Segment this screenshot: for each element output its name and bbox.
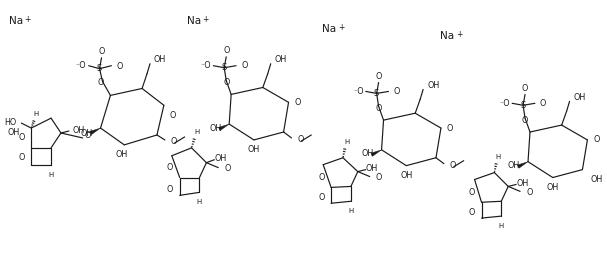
Text: Na: Na bbox=[322, 24, 336, 34]
Text: OH: OH bbox=[366, 164, 378, 173]
Text: OH: OH bbox=[361, 149, 374, 158]
Text: O: O bbox=[223, 78, 229, 87]
Text: S: S bbox=[374, 89, 379, 98]
Text: OH: OH bbox=[400, 171, 412, 180]
Text: OH: OH bbox=[7, 127, 19, 136]
Text: S: S bbox=[520, 101, 526, 110]
Text: O: O bbox=[18, 153, 24, 162]
Text: O: O bbox=[117, 62, 123, 71]
Polygon shape bbox=[219, 124, 229, 131]
Text: O: O bbox=[241, 61, 248, 70]
Text: O: O bbox=[593, 135, 600, 144]
Text: OH: OH bbox=[214, 154, 226, 163]
Text: O: O bbox=[526, 188, 532, 197]
Text: +: + bbox=[338, 23, 344, 32]
Text: +: + bbox=[456, 30, 462, 39]
Text: O: O bbox=[85, 131, 91, 140]
Text: O: O bbox=[393, 87, 400, 96]
Text: O: O bbox=[223, 46, 229, 55]
Text: O: O bbox=[522, 84, 528, 93]
Text: H: H bbox=[197, 199, 202, 205]
Text: O: O bbox=[171, 137, 177, 146]
Text: O: O bbox=[469, 188, 475, 197]
Text: OH: OH bbox=[427, 81, 439, 90]
Text: Na: Na bbox=[186, 16, 201, 26]
Text: H: H bbox=[499, 223, 504, 229]
Text: OH: OH bbox=[574, 93, 586, 102]
Text: H: H bbox=[49, 171, 53, 178]
Text: O: O bbox=[375, 104, 382, 113]
Text: O: O bbox=[318, 193, 324, 202]
Text: ⁻O: ⁻O bbox=[353, 87, 364, 96]
Text: H: H bbox=[194, 129, 199, 135]
Text: O: O bbox=[447, 123, 453, 132]
Polygon shape bbox=[90, 128, 101, 135]
Text: OH: OH bbox=[248, 145, 260, 154]
Text: +: + bbox=[24, 15, 31, 24]
Text: O: O bbox=[450, 161, 456, 170]
Text: O: O bbox=[318, 173, 324, 182]
Text: O: O bbox=[18, 134, 24, 143]
Text: O: O bbox=[294, 98, 301, 107]
Text: H: H bbox=[496, 154, 501, 160]
Text: OH: OH bbox=[547, 183, 559, 192]
Text: O: O bbox=[170, 111, 176, 120]
Polygon shape bbox=[371, 150, 382, 156]
Text: HO: HO bbox=[4, 118, 16, 127]
Text: O: O bbox=[297, 135, 304, 144]
Text: H: H bbox=[348, 208, 353, 214]
Polygon shape bbox=[517, 162, 528, 168]
Text: OH: OH bbox=[275, 55, 287, 64]
Text: S: S bbox=[222, 63, 227, 72]
Text: ⁻O: ⁻O bbox=[75, 61, 86, 70]
Text: O: O bbox=[98, 47, 105, 56]
Text: O: O bbox=[97, 78, 104, 87]
Text: H: H bbox=[33, 111, 39, 117]
Text: Na: Na bbox=[8, 16, 22, 26]
Text: S: S bbox=[97, 64, 102, 73]
Text: O: O bbox=[224, 164, 231, 173]
Text: OH: OH bbox=[80, 130, 93, 139]
Text: ⁻O: ⁻O bbox=[201, 61, 211, 70]
Text: O: O bbox=[376, 173, 382, 182]
Text: O: O bbox=[166, 163, 173, 172]
Text: OH: OH bbox=[209, 123, 222, 132]
Text: Na: Na bbox=[440, 31, 454, 41]
Text: ⁻O: ⁻O bbox=[500, 99, 510, 108]
Text: O: O bbox=[522, 116, 528, 125]
Text: OH: OH bbox=[115, 150, 127, 159]
Text: O: O bbox=[540, 99, 546, 108]
Text: OH: OH bbox=[591, 175, 603, 184]
Text: O: O bbox=[166, 185, 173, 194]
Text: O: O bbox=[375, 72, 382, 81]
Text: H: H bbox=[344, 139, 350, 145]
Text: OH: OH bbox=[516, 179, 528, 188]
Text: OH: OH bbox=[508, 161, 520, 170]
Text: OH: OH bbox=[73, 126, 85, 135]
Text: +: + bbox=[203, 15, 209, 24]
Text: OH: OH bbox=[154, 55, 166, 64]
Text: O: O bbox=[469, 208, 475, 217]
